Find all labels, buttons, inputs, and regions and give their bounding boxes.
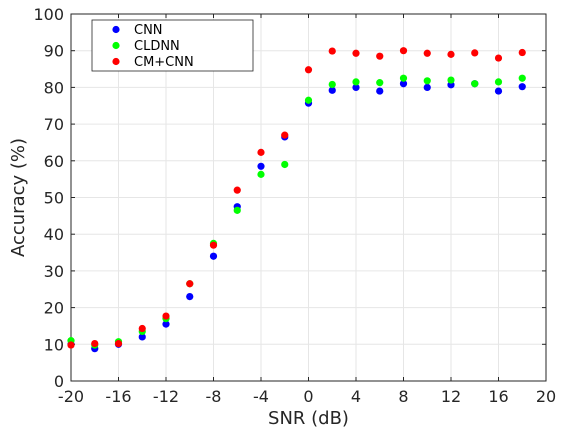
data-point xyxy=(209,241,218,249)
data-point xyxy=(376,87,384,95)
data-point xyxy=(423,83,431,91)
x-tick-label: -20 xyxy=(58,387,84,406)
legend-label: CLDNN xyxy=(134,39,180,54)
data-point xyxy=(67,341,75,349)
data-point xyxy=(471,49,479,57)
data-point xyxy=(447,76,455,84)
data-point xyxy=(518,83,526,91)
y-tick-label: 30 xyxy=(44,262,64,281)
y-tick-label: 70 xyxy=(44,115,64,134)
data-point xyxy=(399,74,408,82)
x-tick-label: -8 xyxy=(206,387,222,406)
data-point xyxy=(352,78,360,86)
y-tick-label: 90 xyxy=(44,42,64,61)
data-point xyxy=(328,80,336,89)
data-points xyxy=(67,47,526,353)
y-tick-label: 20 xyxy=(44,299,64,318)
data-point xyxy=(494,54,503,62)
y-axis-label: Accuracy (%) xyxy=(8,138,29,257)
data-point xyxy=(162,320,170,328)
x-tick-label: -16 xyxy=(105,387,131,406)
data-point xyxy=(304,66,313,74)
y-tick-label: 60 xyxy=(44,152,64,171)
legend-label: CNN xyxy=(134,23,163,38)
series-cm-cnn xyxy=(67,47,526,349)
x-tick-label: 8 xyxy=(398,387,408,406)
data-point xyxy=(209,252,218,260)
data-point xyxy=(376,79,384,87)
data-point xyxy=(233,186,241,194)
data-point xyxy=(281,131,289,139)
x-tick-label: 4 xyxy=(351,387,361,406)
y-tick-label: 50 xyxy=(44,189,64,208)
y-tick-label: 100 xyxy=(33,5,64,24)
data-point xyxy=(352,83,360,91)
data-point xyxy=(186,292,194,301)
x-tick-label: -12 xyxy=(153,387,179,406)
y-tick-label: 0 xyxy=(54,372,64,391)
data-point xyxy=(186,280,194,288)
data-point xyxy=(304,96,313,104)
data-point xyxy=(138,324,146,333)
data-point xyxy=(233,206,241,214)
data-point xyxy=(328,47,336,55)
data-point xyxy=(257,162,265,170)
data-point xyxy=(114,339,123,348)
data-point xyxy=(518,48,526,57)
y-tick-label: 40 xyxy=(44,225,64,244)
x-tick-label: 20 xyxy=(536,387,556,406)
data-point xyxy=(399,47,408,55)
x-axis-label: SNR (dB) xyxy=(268,408,349,429)
data-point xyxy=(518,74,526,82)
x-tick-label: 12 xyxy=(441,387,461,406)
data-point xyxy=(423,49,431,57)
legend-marker xyxy=(112,25,120,34)
x-tick-label: 0 xyxy=(303,387,313,406)
legend-marker xyxy=(112,57,120,66)
data-point xyxy=(328,86,336,94)
axis-ticks: -20 -16 -12 -8 -4 0 4 8 12 16 20 0 10 20 30 40 50 60 70 80 9… xyxy=(33,5,556,406)
x-tick-label: -4 xyxy=(253,387,269,406)
data-point xyxy=(471,80,479,88)
legend-label: CM+CNN xyxy=(134,55,194,70)
data-point xyxy=(352,49,360,57)
data-point xyxy=(257,170,265,178)
data-point xyxy=(281,160,289,169)
data-point xyxy=(162,312,170,320)
legend-marker xyxy=(112,41,120,50)
data-point xyxy=(91,339,99,348)
data-point xyxy=(399,80,408,88)
data-point xyxy=(494,78,503,86)
y-tick-label: 80 xyxy=(44,78,64,97)
data-point xyxy=(494,87,503,95)
data-point xyxy=(423,77,431,85)
data-point xyxy=(138,333,146,341)
data-point xyxy=(376,52,384,60)
data-point xyxy=(257,148,265,156)
y-tick-label: 10 xyxy=(44,335,64,354)
x-tick-label: 16 xyxy=(488,387,508,406)
data-point xyxy=(447,50,455,58)
